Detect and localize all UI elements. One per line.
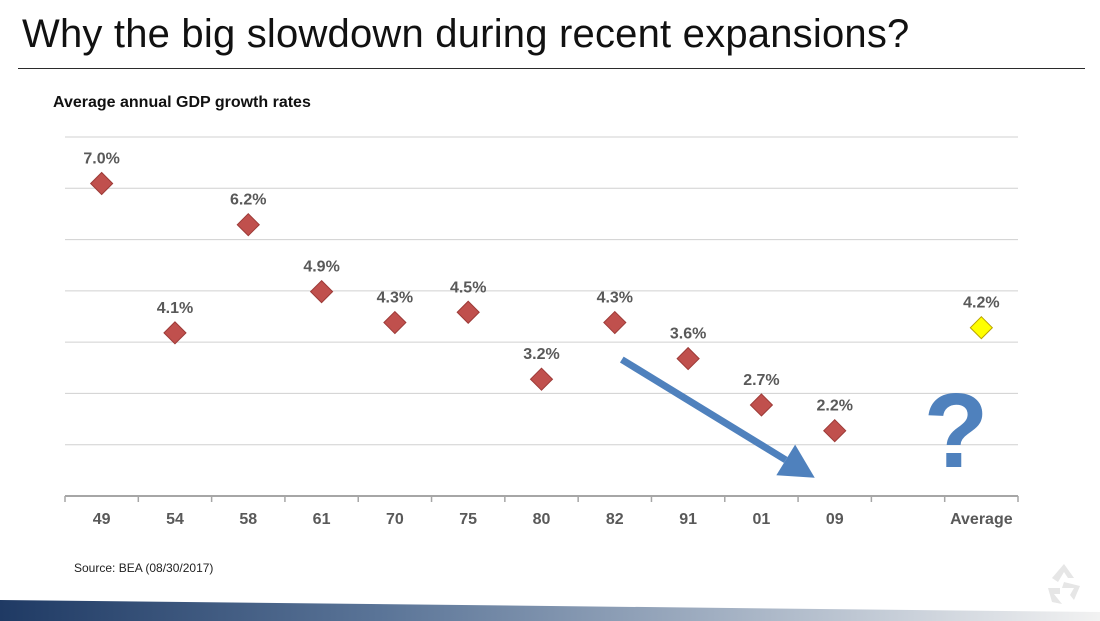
expansion-marker xyxy=(89,171,114,196)
data-label: 4.5% xyxy=(450,279,486,296)
trend-arrow-shaft xyxy=(619,356,788,463)
question-mark-icon: ? xyxy=(924,372,989,490)
x-tick-label: 09 xyxy=(826,511,844,528)
data-label: 4.3% xyxy=(377,290,413,307)
expansion-marker xyxy=(309,279,334,304)
x-tick-label: 75 xyxy=(459,511,477,528)
data-label: 2.7% xyxy=(743,372,779,389)
x-axis xyxy=(64,495,1019,502)
chart-heading: Average annual GDP growth rates xyxy=(53,94,311,111)
x-tick-label: 49 xyxy=(93,511,111,528)
expansion-marker xyxy=(603,310,627,335)
x-tick-label: 80 xyxy=(533,511,551,528)
data-label: 2.2% xyxy=(816,398,852,415)
data-label: 3.6% xyxy=(670,326,706,343)
data-label: 6.2% xyxy=(230,192,266,209)
expansion-marker xyxy=(676,346,700,371)
slide-title: Why the big slowdown during recent expan… xyxy=(22,12,910,56)
x-tick-label: 61 xyxy=(313,511,331,528)
expansion-marker xyxy=(529,367,554,391)
data-markers xyxy=(89,171,994,443)
expansion-marker xyxy=(456,300,480,324)
x-tick-labels: 49 54 58 61 70 75 80 82 91 01 09 Average xyxy=(93,511,1013,528)
footer-band xyxy=(0,600,1100,621)
expansion-marker xyxy=(823,418,847,443)
expansion-marker xyxy=(383,310,407,335)
source-note: Source: BEA (08/30/2017) xyxy=(74,561,214,575)
x-tick-label: 58 xyxy=(239,511,257,528)
x-tick-label: Average xyxy=(950,511,1013,528)
data-label: 4.3% xyxy=(597,290,633,307)
data-label: 3.2% xyxy=(523,346,559,363)
expansion-marker xyxy=(163,321,187,345)
data-label: 4.1% xyxy=(157,300,193,317)
average-marker xyxy=(969,315,994,340)
recycle-logo-icon xyxy=(1048,564,1080,604)
data-label: 7.0% xyxy=(83,151,119,168)
gridlines xyxy=(65,136,1018,446)
expansion-marker xyxy=(236,212,260,237)
data-label: 4.9% xyxy=(303,259,339,276)
expansion-marker xyxy=(749,393,774,417)
title-divider xyxy=(18,68,1085,69)
trend-arrow xyxy=(619,356,815,478)
x-tick-label: 01 xyxy=(753,511,771,528)
x-tick-label: 82 xyxy=(606,511,624,528)
data-labels: 7.0% 4.1% 6.2% 4.9% 4.3% 4.5% 3.2% 4.3% 3.6% 2.7%… xyxy=(83,151,999,415)
x-tick-label: 91 xyxy=(679,511,697,528)
down-right-arrow-icon xyxy=(776,444,815,478)
x-tick-label: 54 xyxy=(166,511,184,528)
x-tick-label: 70 xyxy=(386,511,404,528)
data-label: 4.2% xyxy=(963,295,999,312)
